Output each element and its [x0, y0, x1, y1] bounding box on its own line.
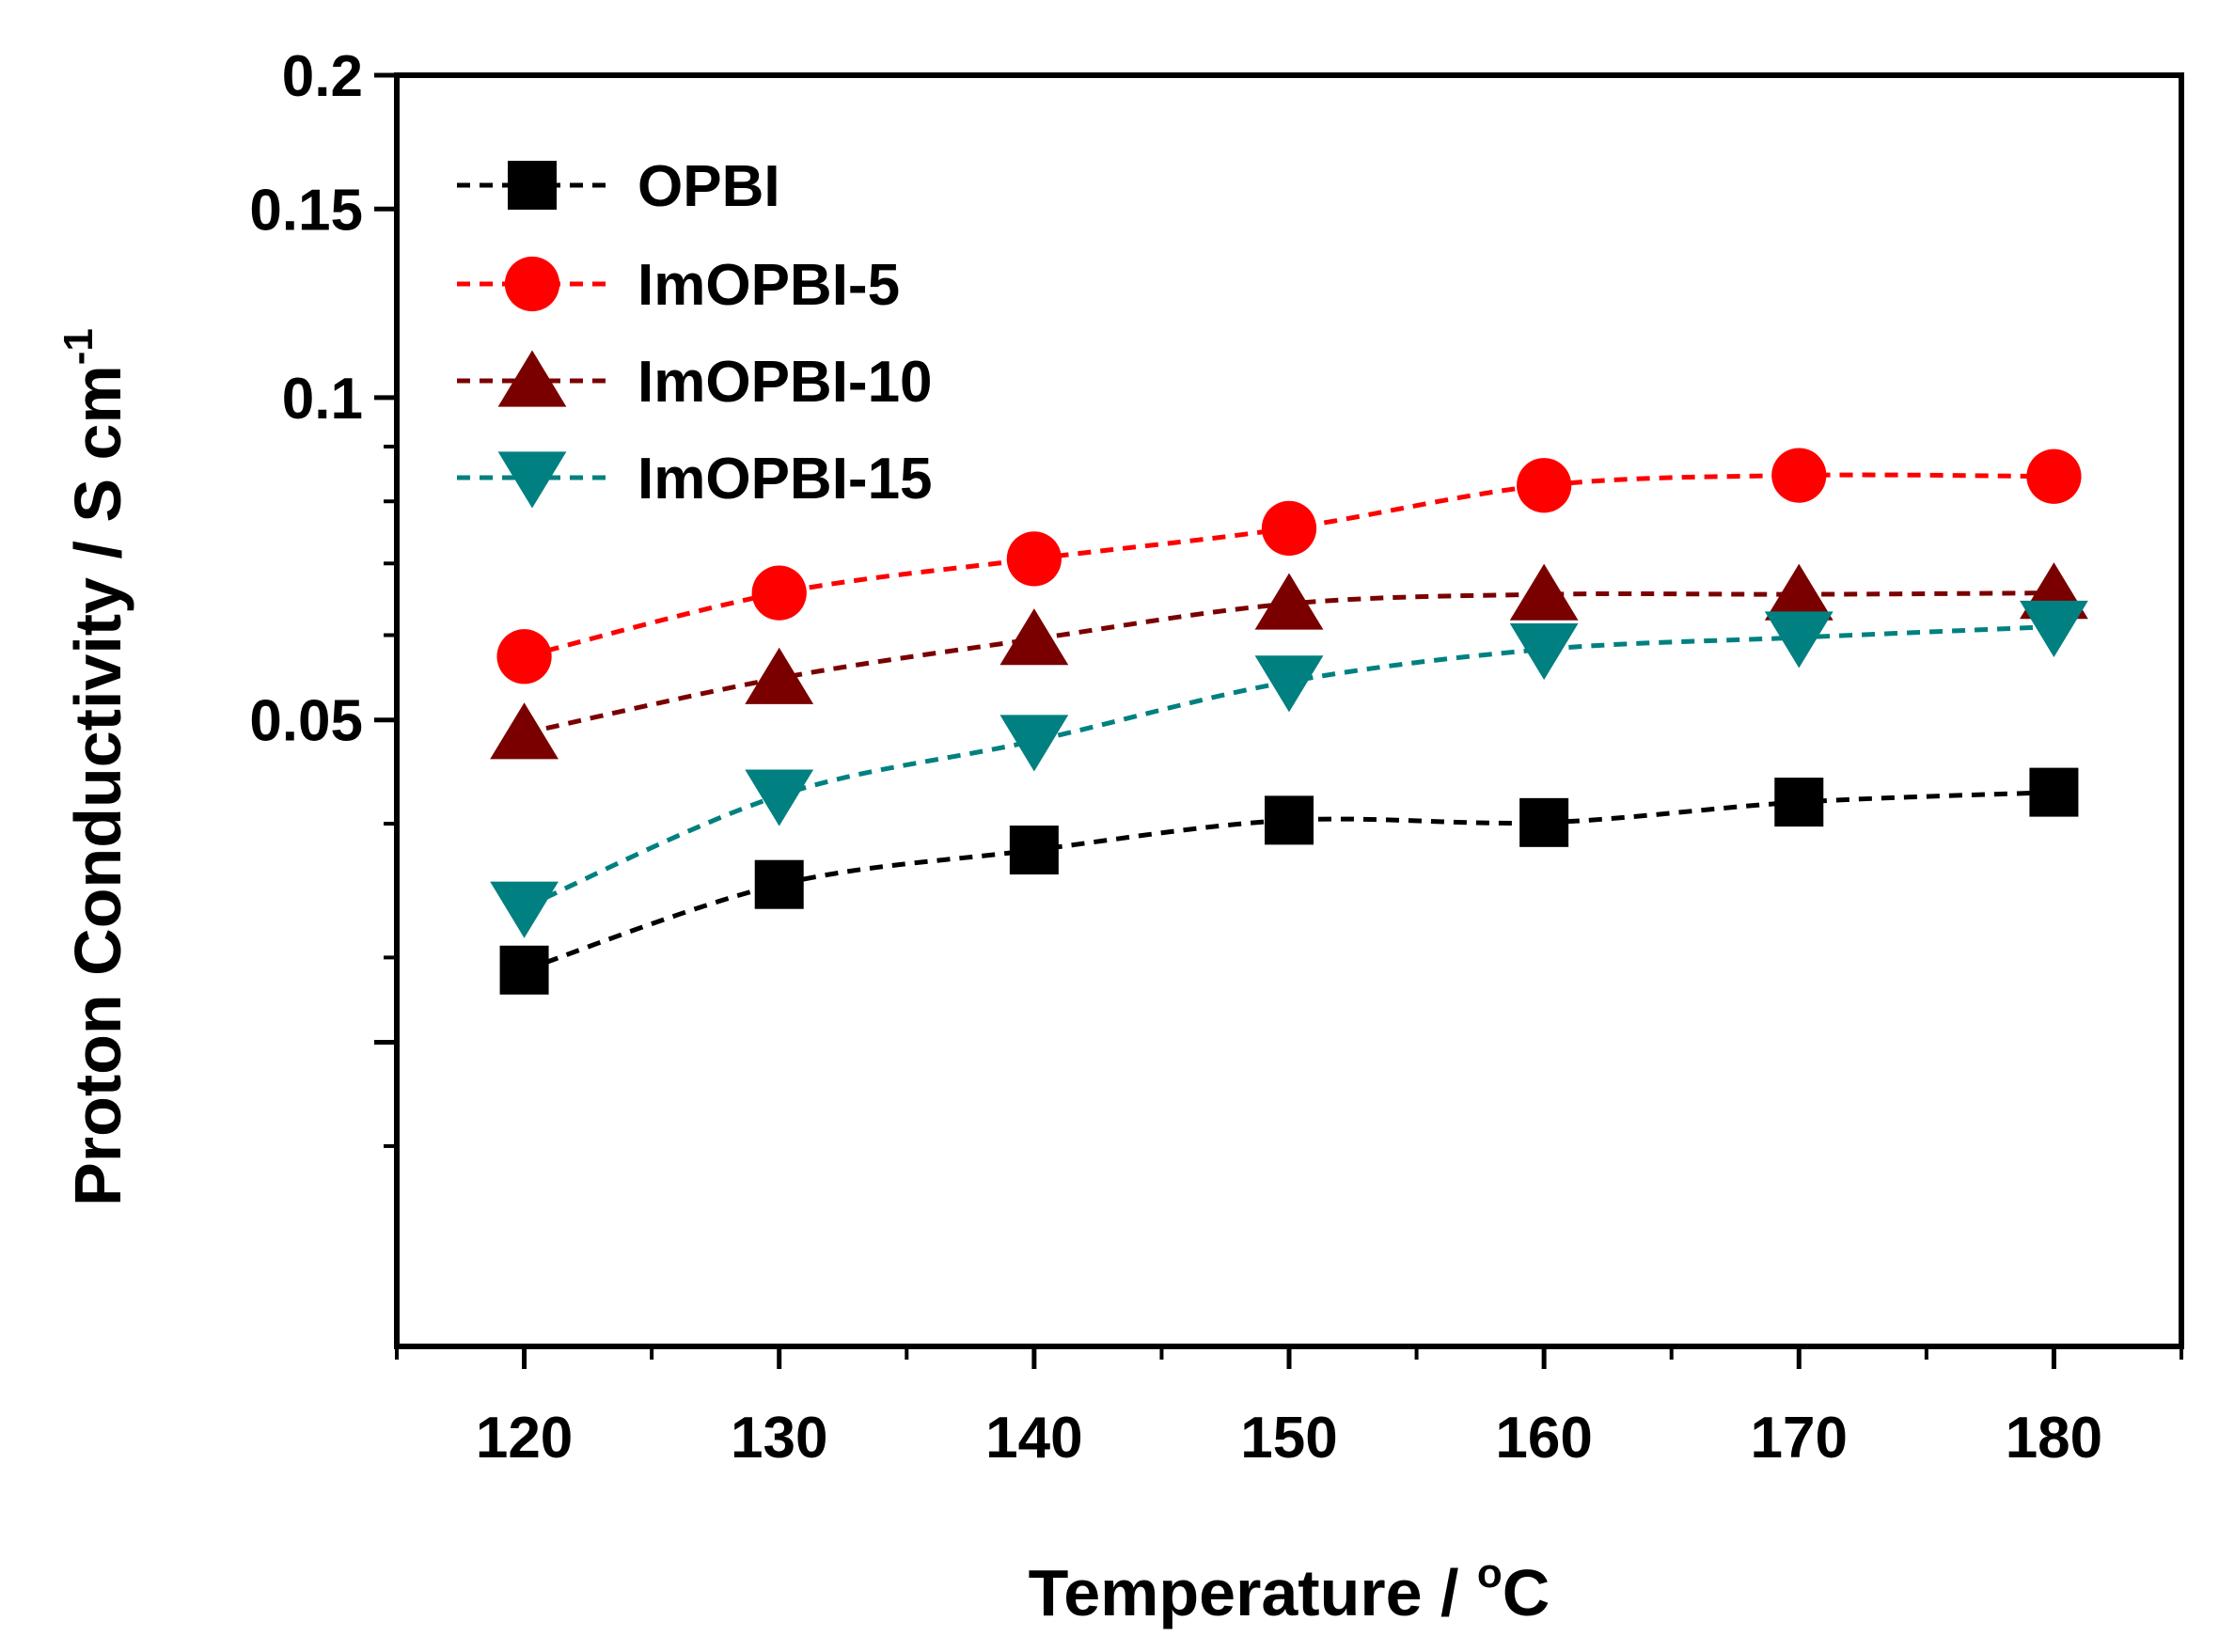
- legend-label: ImOPBI-5: [637, 253, 900, 318]
- data-point: [1764, 563, 1833, 621]
- data-point: [496, 629, 552, 684]
- data-point: [754, 859, 804, 909]
- legend-label: ImOPBI-10: [637, 350, 933, 415]
- data-point: [999, 715, 1069, 772]
- data-point: [745, 647, 814, 704]
- x-tick-label: 120: [476, 1406, 573, 1471]
- legend-label: OPBI: [637, 154, 780, 219]
- data-point: [1764, 611, 1833, 669]
- data-point: [2026, 448, 2082, 504]
- data-point: [490, 702, 559, 760]
- x-tick-label: 180: [2006, 1406, 2102, 1471]
- data-point: [2020, 600, 2088, 658]
- legend: OPBI ImOPBI-5 ImOPBI-10 ImOPBI-15: [457, 154, 933, 511]
- legend-entry-OPBI: OPBI: [457, 154, 780, 219]
- data-point: [1771, 448, 1827, 503]
- legend-entry-ImOPBI-10: ImOPBI-10: [457, 350, 933, 415]
- data-point: [1254, 573, 1324, 630]
- legend-marker: [508, 161, 557, 210]
- data-point: [1265, 795, 1314, 845]
- data-point: [745, 769, 814, 826]
- x-axis-title: Temperature / oC: [1029, 1550, 1550, 1629]
- y-tick-label: 0.15: [249, 178, 363, 243]
- x-tick-label: 160: [1495, 1406, 1592, 1471]
- y-tick-label: 0.1: [282, 367, 363, 432]
- legend-label: ImOPBI-15: [637, 447, 933, 511]
- data-point: [1509, 563, 1579, 621]
- data-point: [499, 945, 549, 995]
- x-tick-label: 130: [731, 1406, 827, 1471]
- data-point: [1261, 500, 1317, 556]
- y-tick-label: 0.05: [249, 689, 363, 754]
- series-OPBI: [499, 767, 2079, 995]
- data-point: [1519, 797, 1569, 847]
- legend-marker: [497, 350, 567, 407]
- y-tick-label: 0.2: [282, 44, 363, 109]
- series-layer: [490, 448, 2088, 995]
- legend-marker: [504, 256, 560, 312]
- axis-ticks: 120 130 140 150 160 170 180 0.05 0.1 0.15 0.2: [249, 44, 2183, 1471]
- data-point: [1774, 778, 1824, 827]
- series-ImOPBI-15: [490, 600, 2088, 938]
- data-point: [490, 881, 559, 938]
- series-ImOPBI-5: [496, 448, 2082, 684]
- data-point: [999, 608, 1069, 666]
- data-point: [1517, 458, 1572, 513]
- data-point: [1254, 655, 1324, 713]
- data-point: [2029, 767, 2079, 817]
- x-tick-label: 150: [1240, 1406, 1337, 1471]
- data-point: [751, 565, 807, 621]
- x-tick-label: 140: [985, 1406, 1082, 1471]
- data-point: [1509, 622, 1579, 681]
- legend-entry-ImOPBI-15: ImOPBI-15: [457, 447, 933, 511]
- data-point: [1006, 531, 1062, 587]
- legend-marker: [497, 451, 567, 509]
- legend-entry-ImOPBI-5: ImOPBI-5: [457, 253, 900, 318]
- y-axis-title: Proton Conductivity / S cm-1: [55, 328, 134, 1206]
- data-point: [1009, 826, 1059, 875]
- x-tick-label: 170: [1751, 1406, 1848, 1471]
